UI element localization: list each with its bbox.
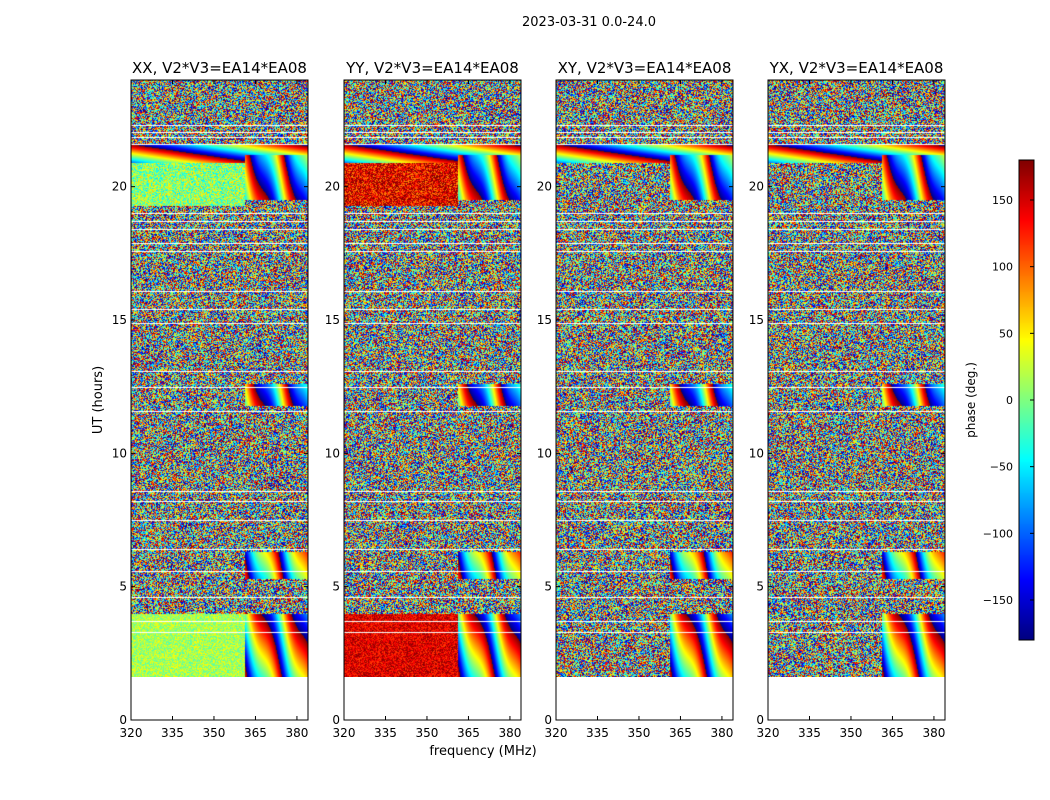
y-tick-label: 15 [749, 313, 764, 327]
x-tick-label: 320 [333, 726, 356, 740]
y-tick-label: 20 [325, 180, 340, 194]
colorbar-tick-label: −50 [990, 461, 1013, 474]
colorbar-tick-label: 0 [1006, 394, 1013, 407]
y-tick-label: 10 [325, 446, 340, 460]
y-tick-label: 5 [332, 580, 340, 594]
y-tick-label: 0 [332, 713, 340, 727]
x-tick-label: 335 [798, 726, 821, 740]
x-tick-label: 365 [669, 726, 692, 740]
panel-title: YX, V2*V3=EA14*EA08 [769, 59, 944, 77]
x-tick-label: 335 [161, 726, 184, 740]
y-axis-label: UT (hours) [91, 366, 106, 434]
panel-title: YY, V2*V3=EA14*EA08 [345, 59, 519, 77]
phase-heatmap [344, 80, 521, 677]
y-tick-label: 5 [544, 580, 552, 594]
colorbar-tick-label: −150 [983, 594, 1013, 607]
x-tick-label: 320 [545, 726, 568, 740]
colorbar-tick-label: −100 [983, 527, 1013, 540]
x-tick-label: 320 [757, 726, 780, 740]
y-tick-label: 15 [325, 313, 340, 327]
colorbar-tick-label: 50 [999, 327, 1013, 340]
x-tick-label: 335 [374, 726, 397, 740]
x-tick-label: 320 [120, 726, 143, 740]
y-tick-label: 20 [112, 180, 127, 194]
x-tick-label: 350 [416, 726, 439, 740]
colorbar-gradient [1019, 160, 1034, 640]
x-tick-label: 365 [457, 726, 480, 740]
panels-group: XX, V2*V3=EA14*EA08 320 335 350 365 380 0 5 10 15… [112, 59, 946, 740]
y-tick-label: 20 [749, 180, 764, 194]
x-tick-label: 350 [628, 726, 651, 740]
y-tick-label: 10 [112, 446, 127, 460]
panel-title: XY, V2*V3=EA14*EA08 [558, 59, 732, 77]
panel-frame [767, 79, 946, 721]
y-tick-label: 0 [119, 713, 127, 727]
colorbar-tick-label: 100 [992, 261, 1013, 274]
panel-frame [130, 79, 309, 721]
y-tick-label: 15 [112, 313, 127, 327]
colorbar-label: phase (deg.) [964, 362, 978, 438]
panel-frame [343, 79, 522, 721]
x-axis-label: frequency (MHz) [429, 744, 536, 759]
phase-heatmap [556, 80, 733, 677]
x-tick-label: 365 [244, 726, 267, 740]
phase-heatmap [768, 80, 945, 677]
y-tick-label: 10 [749, 446, 764, 460]
figure-title: 2023-03-31 0.0-24.0 [522, 15, 656, 30]
x-tick-label: 350 [840, 726, 863, 740]
y-tick-label: 20 [537, 180, 552, 194]
panel-1: YY, V2*V3=EA14*EA08 320 335 350 365 380 0 5 10 15… [325, 59, 522, 740]
x-tick-label: 380 [285, 726, 308, 740]
y-tick-label: 5 [119, 580, 127, 594]
x-tick-label: 380 [922, 726, 945, 740]
phase-heatmap [131, 80, 308, 677]
colorbar: 150 100 50 0 −50 −100 −150 phase (deg.) [964, 159, 1035, 641]
panel-0: XX, V2*V3=EA14*EA08 320 335 350 365 380 0 5 10 15… [112, 59, 309, 740]
panel-2: XY, V2*V3=EA14*EA08 320 335 350 365 380 0 5 10 15… [537, 59, 734, 740]
x-tick-label: 380 [498, 726, 521, 740]
panel-title: XX, V2*V3=EA14*EA08 [132, 59, 307, 77]
x-tick-label: 380 [710, 726, 733, 740]
panel-frame [555, 79, 734, 721]
x-tick-label: 365 [881, 726, 904, 740]
x-tick-label: 350 [203, 726, 226, 740]
y-tick-label: 15 [537, 313, 552, 327]
y-tick-label: 0 [544, 713, 552, 727]
panel-3: YX, V2*V3=EA14*EA08 320 335 350 365 380 0 5 10 15… [749, 59, 946, 740]
y-tick-label: 10 [537, 446, 552, 460]
colorbar-tick-label: 150 [992, 194, 1013, 207]
x-tick-label: 335 [586, 726, 609, 740]
y-tick-label: 5 [756, 580, 764, 594]
y-tick-label: 0 [756, 713, 764, 727]
